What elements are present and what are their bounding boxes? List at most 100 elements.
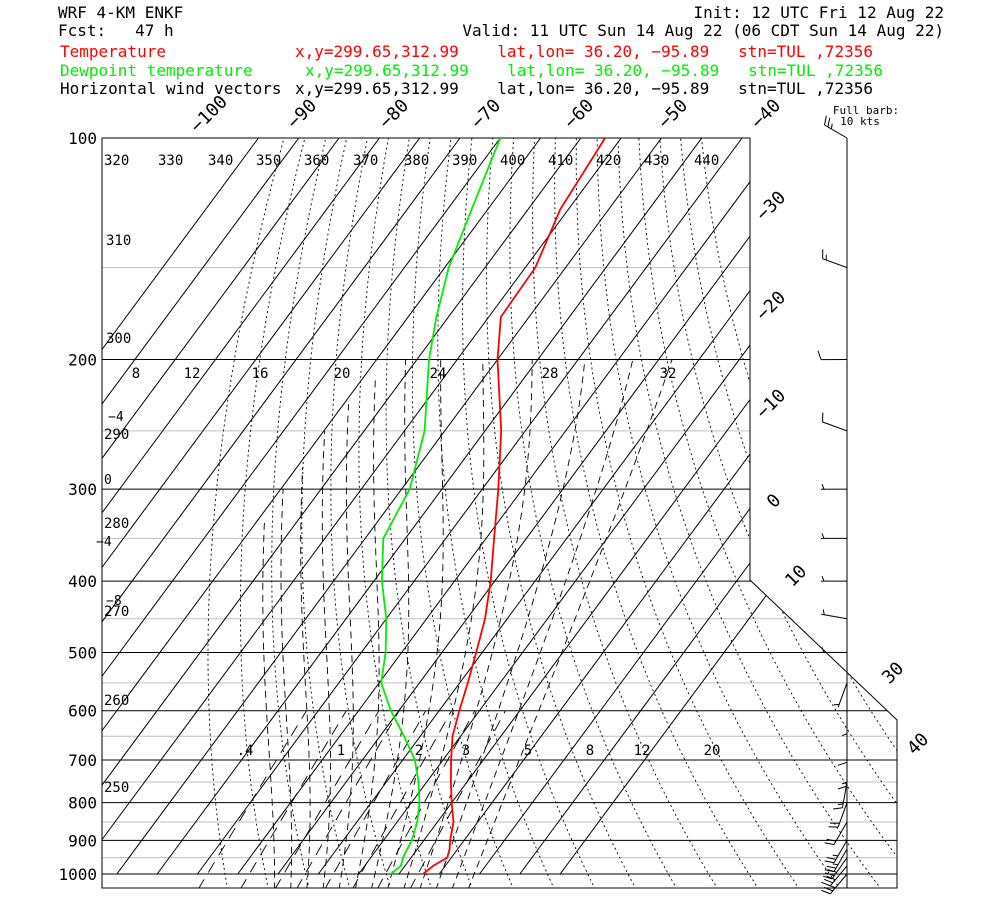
- wind-barb-staff: [824, 124, 848, 139]
- moist-adiabat: [338, 404, 354, 888]
- theta-label: 290: [104, 427, 129, 443]
- isotherm-line: [102, 138, 340, 875]
- mixing-ratio-label: 20: [704, 743, 721, 759]
- isotherm-line: [102, 138, 582, 875]
- wind-barb: [820, 575, 848, 582]
- forecast-hour: Fcst: 47 h: [58, 21, 174, 40]
- mixing-ratio-line: [409, 710, 506, 888]
- theta-label: 410: [548, 153, 573, 169]
- mixing-ratio-label: 8: [586, 743, 594, 759]
- moist-adiabat: [435, 359, 586, 888]
- isotherm-label: 40: [903, 729, 933, 759]
- wind-barb-half-flag: [841, 733, 848, 737]
- theta-label: 330: [158, 153, 183, 169]
- dry-adiabat: [509, 138, 678, 888]
- wind-barb-flag: [824, 842, 835, 846]
- plot-frame: [101, 137, 898, 889]
- dry-adiabat: [680, 138, 897, 888]
- mixing-ratio-line: [274, 710, 380, 888]
- wind-legend-label: Horizontal wind vectors: [60, 79, 282, 98]
- wind-barb-staff: [822, 258, 848, 269]
- theta-e-label: 8: [132, 366, 140, 382]
- isotherm-line: [277, 138, 824, 875]
- isotherm-line: [102, 138, 259, 875]
- wind-barb-flag: [826, 875, 836, 881]
- dry-adiabat: [385, 138, 474, 888]
- theta-label: 370: [353, 153, 378, 169]
- isotherm-label: −90: [283, 95, 321, 133]
- wind-barb-flag: [837, 761, 848, 766]
- dry-adiabat: [411, 138, 515, 888]
- wind-barb-half-flag: [821, 484, 825, 490]
- wind-barb: [822, 857, 848, 880]
- wind-barb: [833, 682, 848, 708]
- wind-barb-staff: [837, 682, 848, 708]
- isotherm-line: [358, 138, 897, 875]
- wind-barb-half-flag: [837, 803, 844, 806]
- wind-barb-half-flag: [821, 533, 825, 539]
- theta-label: 300: [106, 331, 131, 347]
- wind-barb-staff: [837, 802, 848, 828]
- dry-adiabat: [532, 138, 719, 888]
- dry-adiabat: [301, 138, 351, 888]
- moist-adiabat: [370, 359, 410, 888]
- wind-barb: [824, 115, 848, 139]
- plot-border: [101, 137, 898, 889]
- theta-label: 310: [106, 233, 131, 249]
- dry-adiabat: [638, 138, 897, 888]
- isotherm-line: [479, 138, 897, 875]
- isotherm-line: [156, 138, 703, 875]
- moist-adiabat: [321, 430, 331, 888]
- dry-adiabat: [271, 138, 327, 888]
- isotherm-line: [102, 138, 461, 875]
- skewt-grid: [102, 138, 897, 888]
- pressure-tick-label: 500: [68, 643, 97, 662]
- theta-label: 390: [452, 153, 477, 169]
- wind-barb: [821, 873, 848, 895]
- wind-barb-flag: [824, 115, 827, 126]
- dry-adiabat: [358, 138, 433, 888]
- dry-adiabat: [575, 138, 801, 888]
- wind-barb: [820, 484, 848, 490]
- wind-barb: [833, 781, 848, 810]
- wind-barb: [817, 350, 848, 361]
- theta-label: 380: [404, 153, 429, 169]
- wind-barb-staff: [842, 781, 848, 808]
- wind-barb-staff: [833, 840, 848, 864]
- wind-barb-flag: [823, 878, 834, 884]
- edge-temperature-label: −4: [96, 535, 112, 550]
- valid-time: Valid: 11 UTC Sun 14 Aug 22 (06 CDT Sun …: [462, 21, 944, 40]
- wind-barb-staff: [833, 821, 848, 845]
- isotherm-line: [102, 138, 421, 875]
- isotherm-line: [102, 138, 300, 875]
- isotherm-line: [116, 138, 662, 875]
- barb-scale-units: 10 kts: [840, 115, 880, 128]
- wind-barb-flag: [823, 886, 834, 892]
- pressure-tick-label: 1000: [58, 865, 97, 884]
- wind-barb: [824, 840, 848, 864]
- theta-label: 250: [104, 780, 129, 796]
- dewpoint-legend-label: Dewpoint temperature: [60, 61, 253, 80]
- theta-e-label: 24: [430, 366, 447, 382]
- isotherm-line: [102, 138, 501, 875]
- theta-label: 360: [304, 153, 329, 169]
- theta-e-label: 32: [660, 366, 677, 382]
- dewpoint-profile: [380, 138, 502, 875]
- dry-adiabat: [437, 138, 556, 888]
- theta-e-label: 20: [334, 366, 351, 382]
- mixing-ratio-label: 2: [415, 743, 423, 759]
- wind-barb-flag: [825, 872, 835, 877]
- wind-barb-flag: [827, 117, 831, 128]
- wind-barbs: [817, 115, 848, 895]
- wind-barb-half-flag: [832, 863, 839, 866]
- theta-label: 270: [104, 604, 129, 620]
- theta-label: 440: [694, 153, 719, 169]
- wind-barb: [822, 249, 848, 269]
- dry-adiabat: [659, 138, 897, 888]
- theta-label: 350: [256, 153, 281, 169]
- isotherm-label: −50: [654, 95, 692, 133]
- isotherm-line: [438, 138, 897, 875]
- wind-barb-flag: [837, 785, 848, 790]
- theta-e-label: 28: [542, 366, 559, 382]
